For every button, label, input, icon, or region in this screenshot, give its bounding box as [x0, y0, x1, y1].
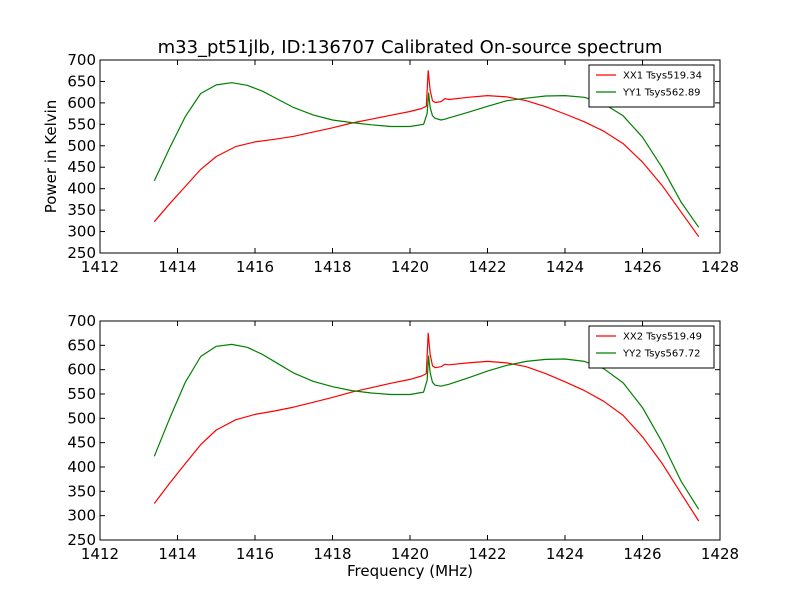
x-tick-label: 1424 [546, 545, 584, 563]
y-tick-label: 350 [67, 482, 96, 500]
legend-entry: XX2 Tsys519.49 [623, 332, 702, 343]
series-line-yy1 [153, 82, 700, 228]
figure-title: m33_pt51jlb, ID:136707 Calibrated On-sou… [158, 37, 663, 58]
y-tick-label: 700 [67, 51, 96, 69]
x-tick-label: 1420 [391, 545, 429, 563]
y-tick-label: 400 [67, 180, 96, 198]
y-tick-label: 450 [67, 158, 96, 176]
y-tick-label: 450 [67, 434, 96, 452]
y-tick-label: 700 [67, 312, 96, 330]
legend: XX1 Tsys519.34 YY1 Tsys562.89 [588, 64, 715, 108]
x-tick-label: 1422 [468, 258, 506, 276]
y-tick-label: 550 [67, 115, 96, 133]
series-line-xx1 [153, 70, 700, 238]
y-tick-label: 600 [67, 361, 96, 379]
y-tick-label: 300 [67, 223, 96, 241]
x-tick-label: 1416 [236, 258, 274, 276]
x-axis-label: Frequency (MHz) [347, 562, 473, 580]
legend-box [588, 64, 715, 108]
spectrum-panel-1: 1412 1414 1416 1418 1420 1422 1424 1426 1428 250 3… [42, 51, 739, 276]
spectrum-panel-2: 1412 1414 1416 1418 1420 1422 1424 1426 1428 250 3… [67, 312, 739, 580]
legend-entry: YY1 Tsys562.89 [622, 88, 701, 99]
series-line-xx2 [153, 332, 700, 522]
x-tick-label: 1422 [468, 545, 506, 563]
y-axis-label: Power in Kelvin [42, 100, 60, 214]
y-tick-label: 650 [67, 336, 96, 354]
x-tick-label: 1426 [623, 545, 661, 563]
x-tick-label: 1420 [391, 258, 429, 276]
x-tick-label: 1418 [313, 258, 351, 276]
x-tick-label: 1414 [158, 258, 196, 276]
x-tick-label: 1424 [546, 258, 584, 276]
y-tick-label: 250 [67, 244, 96, 262]
x-tick-label: 1414 [158, 545, 196, 563]
y-tick-label: 250 [67, 531, 96, 549]
x-tick-label: 1418 [313, 545, 351, 563]
x-tick-label: 1426 [623, 258, 661, 276]
y-tick-label: 600 [67, 94, 96, 112]
x-tick-label: 1412 [81, 545, 119, 563]
y-tick-label: 400 [67, 458, 96, 476]
x-tick-label: 1428 [701, 545, 739, 563]
y-tick-label: 650 [67, 72, 96, 90]
legend-entry: XX1 Tsys519.34 [623, 71, 702, 82]
y-tick-label: 350 [67, 201, 96, 219]
legend: XX2 Tsys519.49 YY2 Tsys567.72 [588, 325, 715, 369]
x-tick-label: 1412 [81, 258, 119, 276]
y-tick-label: 500 [67, 409, 96, 427]
y-tick-label: 500 [67, 137, 96, 155]
series-line-yy2 [153, 343, 700, 510]
y-tick-label: 300 [67, 507, 96, 525]
x-tick-label: 1416 [236, 545, 274, 563]
x-tick-label: 1428 [701, 258, 739, 276]
legend-entry: YY2 Tsys567.72 [622, 349, 701, 360]
legend-box [588, 325, 715, 369]
y-tick-label: 550 [67, 385, 96, 403]
